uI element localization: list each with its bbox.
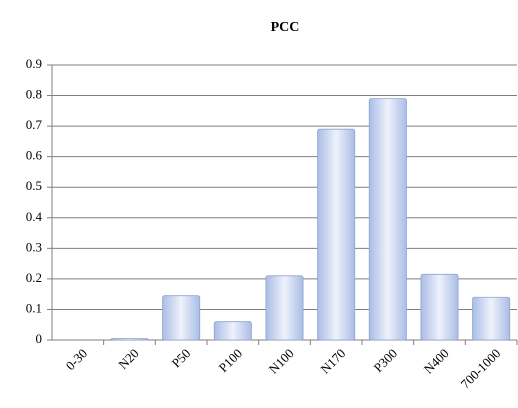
y-tick-label: 0.4: [26, 209, 43, 224]
bar: [368, 98, 407, 341]
bar: [213, 321, 252, 341]
y-tick-label: 0.9: [26, 56, 42, 71]
x-tick-label: P300: [371, 346, 401, 376]
bar: [162, 295, 201, 341]
chart-title: PCC: [271, 20, 300, 35]
x-tick-label: 700-1000: [458, 346, 504, 392]
y-tick-label: 0.3: [26, 239, 42, 254]
x-tick-label: N400: [421, 346, 452, 377]
bar: [110, 338, 149, 341]
y-tick-label: 0.7: [26, 117, 43, 132]
y-tick-label: 0.5: [26, 178, 42, 193]
x-tick-label: N20: [115, 346, 141, 372]
x-tick-label: N170: [317, 346, 348, 377]
bar: [420, 273, 459, 341]
bar: [472, 296, 511, 341]
bar: [265, 275, 304, 341]
y-tick-label: 0.6: [26, 148, 43, 163]
x-tick-label: 0-30: [63, 346, 90, 373]
bar: [317, 128, 356, 341]
x-tick-label: P50: [168, 346, 193, 371]
y-tick-label: 0.8: [26, 87, 42, 102]
x-tick-label: N100: [266, 346, 297, 377]
x-tick-label: P100: [216, 346, 246, 376]
y-tick-label: 0: [36, 331, 43, 346]
y-tick-label: 0.1: [26, 300, 42, 315]
y-tick-label: 0.2: [26, 270, 42, 285]
